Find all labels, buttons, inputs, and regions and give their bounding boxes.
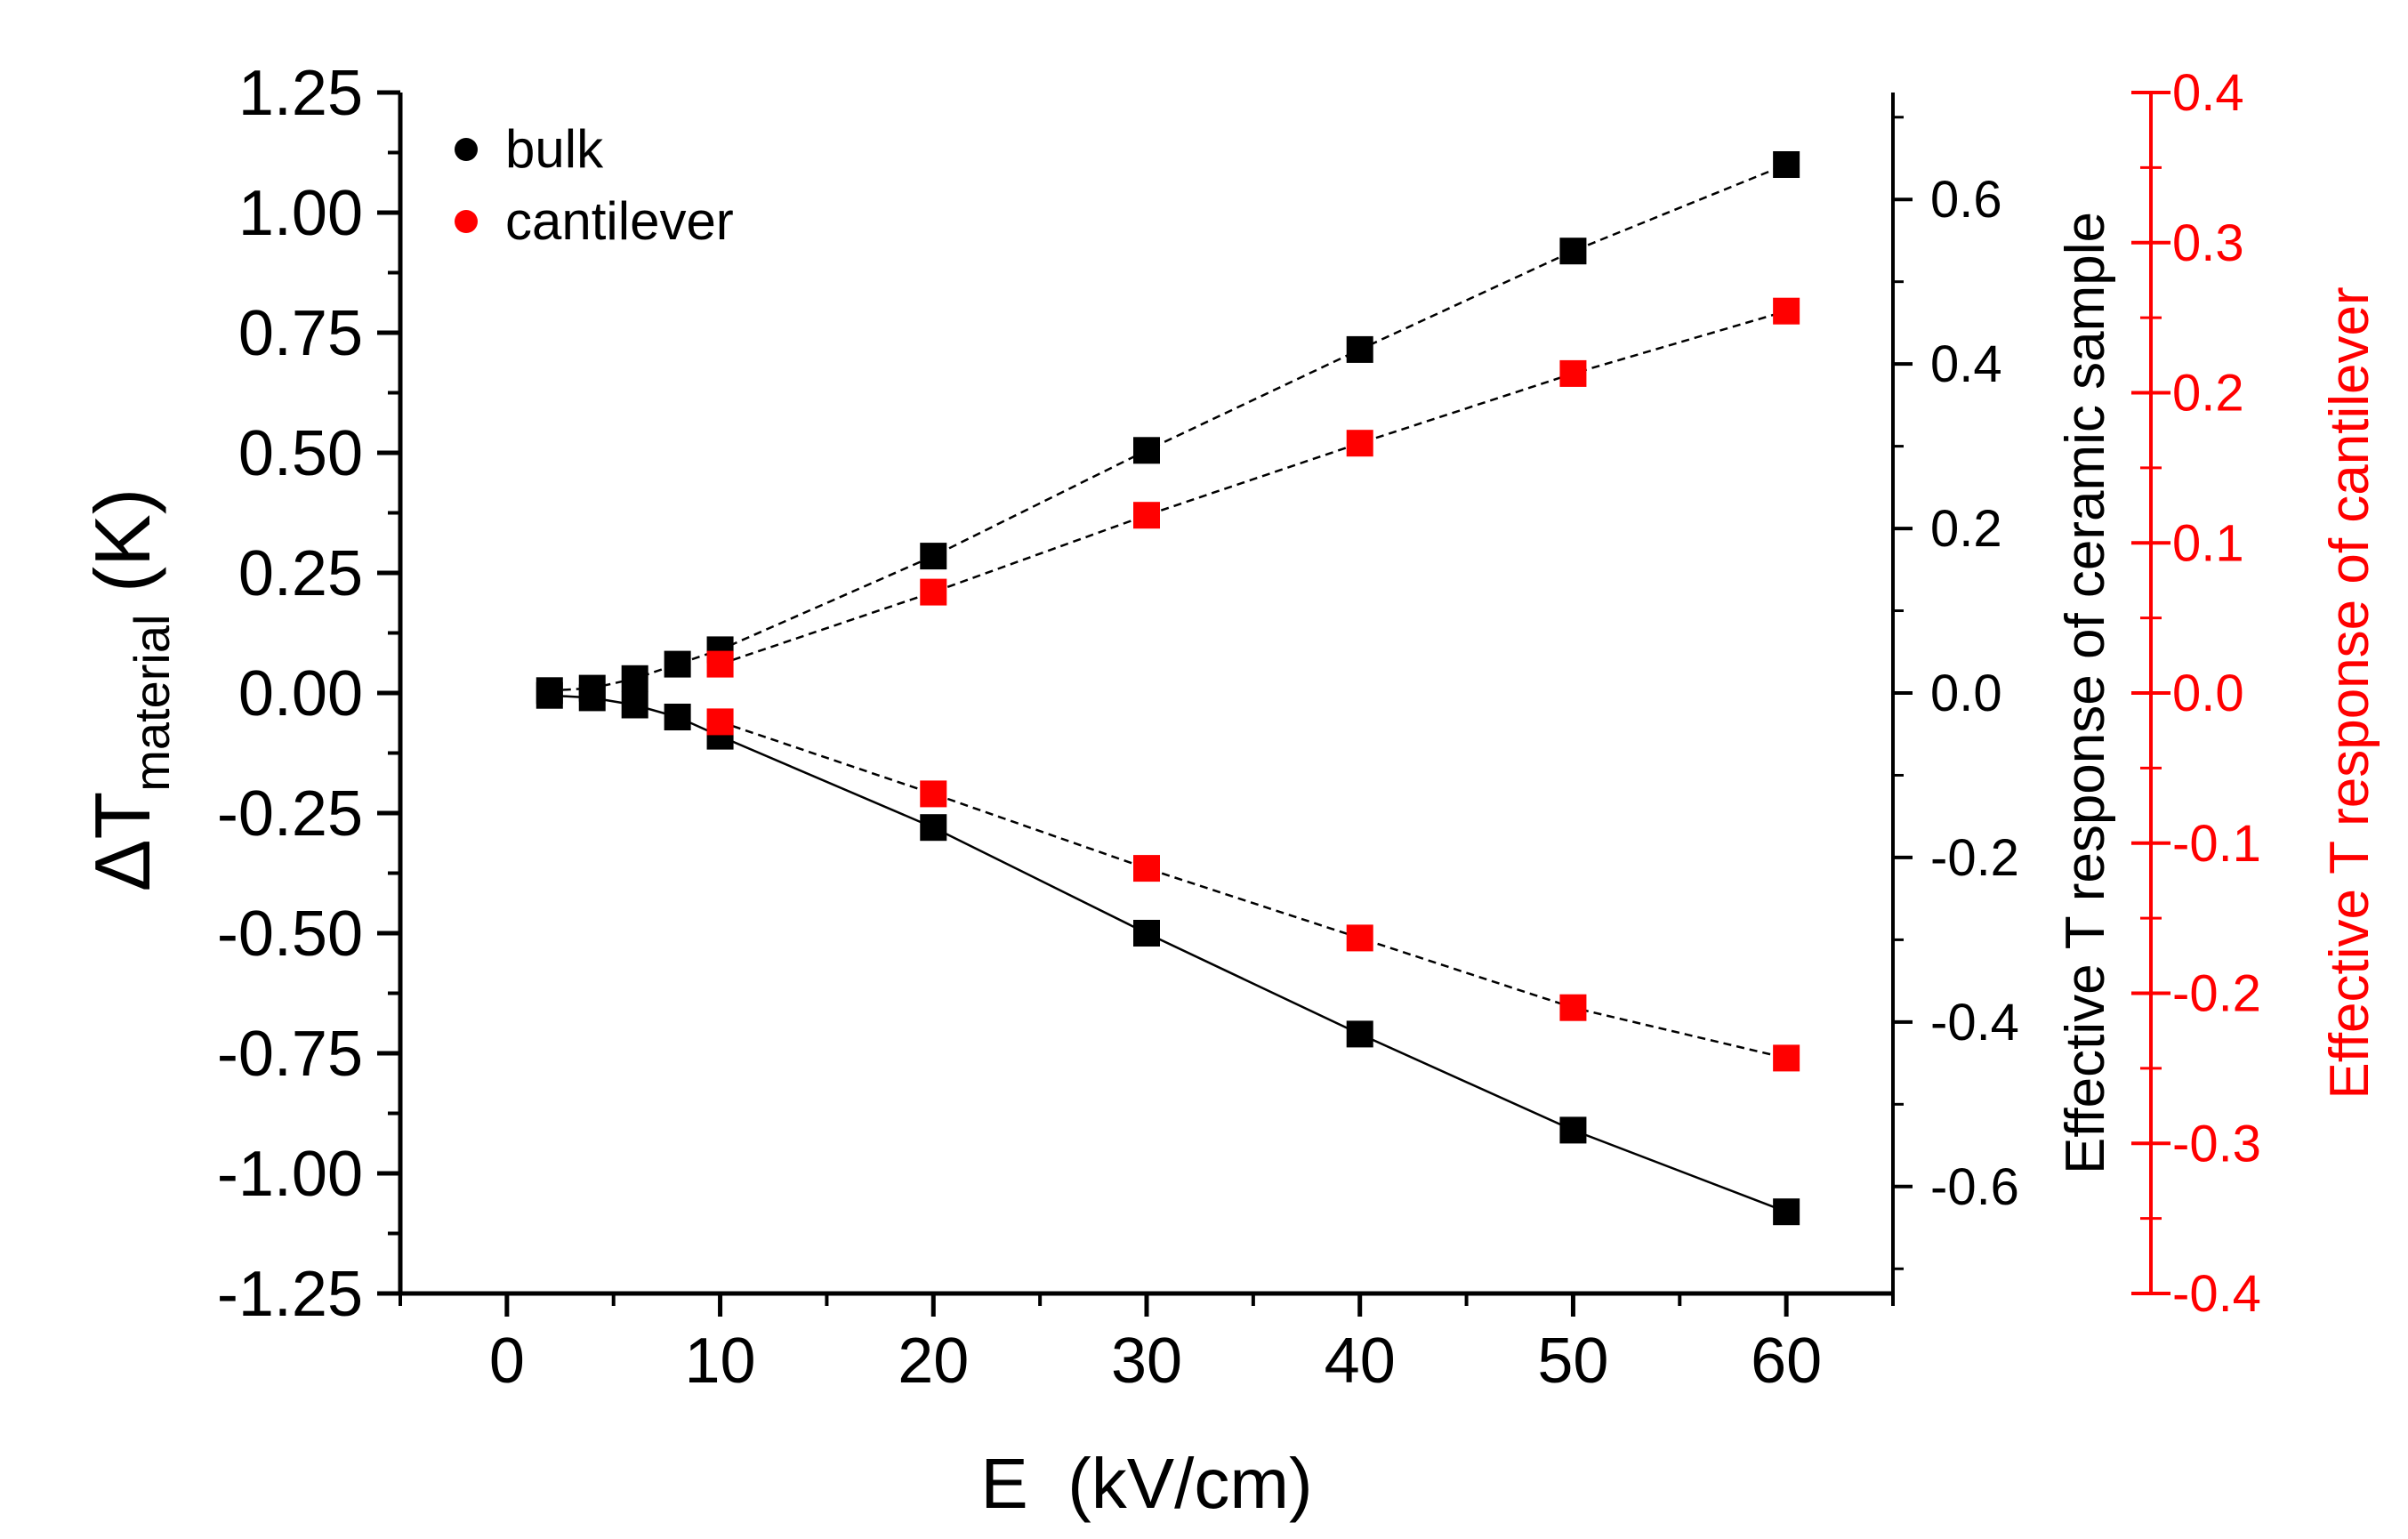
data-point-cantilever <box>1773 1044 1800 1072</box>
x-tick-label: 50 <box>1537 1325 1608 1397</box>
data-point-cantilever <box>1559 359 1587 387</box>
data-point-bulk <box>1133 437 1160 464</box>
data-point-bulk <box>920 814 947 842</box>
data-point-bulk <box>1559 238 1587 265</box>
data-point-cantilever <box>706 650 734 678</box>
y2-tick-label: -0.6 <box>1930 1158 2019 1216</box>
x-tick-label: 40 <box>1325 1325 1396 1397</box>
y-tick-label: -0.75 <box>217 1019 363 1090</box>
data-point-bulk <box>664 704 691 730</box>
y3-tick-label: -0.3 <box>2172 1115 2261 1172</box>
legend-label-bulk: bulk <box>505 119 604 179</box>
y-axis-title: ΔTmaterial (K) <box>78 476 180 911</box>
y2-tick-label: 0.0 <box>1930 665 2002 722</box>
legend: bulk cantilever <box>455 119 734 251</box>
data-point-bulk <box>536 681 563 709</box>
y-axis-title-unit: (K) <box>78 488 166 615</box>
data-point-bulk <box>1346 1020 1373 1048</box>
y-tick-label: -0.25 <box>217 778 363 850</box>
y3-tick-label: 0.4 <box>2172 64 2244 122</box>
y3-tick-label: 0.1 <box>2172 514 2244 572</box>
y-axis-title-sub: material <box>124 615 180 792</box>
data-point-bulk <box>664 650 691 678</box>
y2-tick-label: 0.4 <box>1930 335 2002 393</box>
y-tick-label: 0.50 <box>238 418 363 489</box>
x-tick-label: 30 <box>1111 1325 1182 1397</box>
data-point-cantilever <box>1346 430 1373 457</box>
series-line-cantilever <box>720 310 1787 665</box>
x-axis-ticks: 0 10 20 30 40 50 60 <box>399 1293 1895 1397</box>
y-tick-label: 1.00 <box>238 178 363 249</box>
y2-axis-title: Effective T response of ceramic sample <box>2055 212 2116 1174</box>
y2-tick-label: -0.2 <box>1930 829 2019 887</box>
data-point-cantilever <box>1133 502 1160 529</box>
data-point-bulk <box>578 684 606 712</box>
y3-tick-label: -0.4 <box>2172 1265 2261 1323</box>
y3-tick-label: -0.1 <box>2172 815 2261 873</box>
x-tick-label: 20 <box>898 1325 969 1397</box>
data-point-bulk <box>621 665 648 692</box>
data-point-bulk <box>1346 335 1373 363</box>
y2-tick-label: -0.4 <box>1930 994 2019 1052</box>
y-tick-label: -0.50 <box>217 898 363 970</box>
data-point-cantilever <box>920 780 947 808</box>
y3-tick-label: 0.0 <box>2172 665 2244 722</box>
series-line-bulk <box>549 163 1787 692</box>
data-point-cantilever <box>706 708 734 736</box>
data-point-bulk <box>920 543 947 570</box>
data-point-cantilever <box>920 578 947 606</box>
y-tick-label: 0.25 <box>238 538 363 609</box>
data-point-bulk <box>1133 920 1160 947</box>
data-point-bulk <box>1559 1116 1587 1144</box>
y3-tick-label: 0.2 <box>2172 365 2244 423</box>
x-tick-label: 0 <box>489 1325 525 1397</box>
data-point-cantilever <box>1346 924 1373 952</box>
data-point-bulk <box>1773 1198 1800 1226</box>
series-markers <box>536 151 1800 1226</box>
y2-tick-label: 0.6 <box>1930 171 2002 229</box>
y-axis-title-main: ΔT <box>78 792 166 892</box>
data-point-cantilever <box>1559 994 1587 1021</box>
y3-axis-ticks: 0.4 0.3 0.2 0.1 0.0 -0.1 -0.2 -0.3 -0.4 <box>2131 64 2261 1323</box>
y3-axis-title: Effective T response of cantilever <box>2319 286 2380 1099</box>
legend-marker-bulk <box>455 138 478 161</box>
data-point-bulk <box>1773 151 1800 178</box>
y-tick-label: -1.00 <box>217 1139 363 1210</box>
data-point-cantilever <box>1133 855 1160 882</box>
legend-label-cantilever: cantilever <box>505 191 734 251</box>
series-line-bulk <box>549 694 1787 1213</box>
y-axis-ticks: 1.25 1.00 0.75 0.50 0.25 0.00 -0.25 -0.50 -0.75 -… <box>217 58 400 1330</box>
y-tick-label: -1.25 <box>217 1259 363 1330</box>
x-tick-label: 10 <box>685 1325 756 1397</box>
series-lines <box>549 163 1787 1213</box>
x-axis-title: E (kV/cm) <box>980 1444 1312 1523</box>
x-tick-label: 60 <box>1751 1325 1822 1397</box>
data-point-cantilever <box>1773 297 1800 325</box>
y2-tick-label: 0.2 <box>1930 500 2002 558</box>
y-tick-label: 0.75 <box>238 298 363 369</box>
y-tick-label: 1.25 <box>238 58 363 129</box>
series-line-cantilever <box>720 721 1787 1060</box>
y3-tick-label: -0.2 <box>2172 965 2261 1023</box>
y2-axis-ticks: 0.6 0.4 0.2 0.0 -0.2 -0.4 -0.6 <box>1893 116 2019 1270</box>
legend-marker-cantilever <box>455 210 478 233</box>
y-tick-label: 0.00 <box>238 658 363 729</box>
data-point-bulk <box>621 691 648 719</box>
y3-tick-label: 0.3 <box>2172 214 2244 272</box>
